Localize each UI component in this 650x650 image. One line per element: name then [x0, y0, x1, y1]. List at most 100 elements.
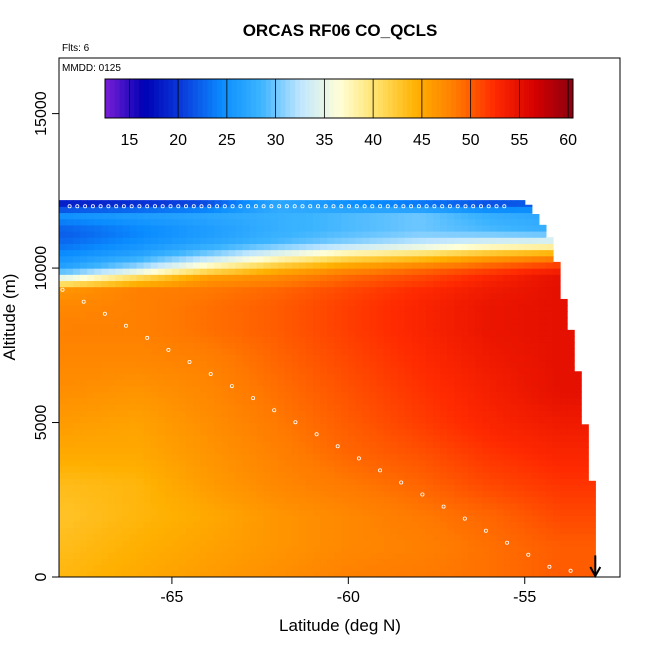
heatmap-cell: [291, 496, 300, 504]
heatmap-cell: [277, 552, 286, 560]
heatmap-cell: [101, 515, 109, 522]
heatmap-cell: [362, 478, 371, 485]
heatmap-cell: [454, 515, 462, 522]
heatmap-cell: [454, 570, 462, 577]
heatmap-cell: [503, 305, 512, 312]
colorbar-tick-label: 20: [169, 132, 187, 149]
heatmap-cell: [94, 515, 102, 522]
heatmap-cell: [80, 224, 88, 232]
heatmap-cell: [200, 311, 208, 319]
heatmap-cell: [545, 453, 554, 461]
heatmap-cell: [574, 465, 582, 473]
heatmap-cell: [87, 416, 95, 424]
heatmap-cell: [80, 348, 88, 356]
heatmap-cell: [305, 558, 314, 566]
heatmap-cell: [249, 311, 258, 319]
heatmap-cell: [277, 515, 286, 522]
heatmap-cell: [270, 441, 279, 448]
heatmap-cell: [73, 441, 81, 448]
heatmap-cell: [313, 490, 321, 498]
heatmap-cell: [200, 564, 208, 572]
heatmap-cell: [108, 311, 117, 319]
chart-title: ORCAS RF06 CO_QCLS: [243, 21, 438, 40]
heatmap-cell: [447, 280, 455, 288]
heatmap-cell: [489, 379, 498, 387]
heatmap-cell: [164, 465, 173, 473]
heatmap-cell: [404, 379, 413, 387]
heatmap-cell: [228, 379, 237, 387]
colorbar-swatch: [548, 79, 555, 118]
heatmap-cell: [171, 231, 180, 238]
heatmap-cell: [545, 533, 554, 541]
heatmap-cell: [249, 422, 258, 430]
heatmap-cell: [200, 447, 208, 455]
heatmap-cell: [186, 385, 194, 393]
heatmap-cell: [503, 441, 512, 448]
heatmap-cell: [503, 546, 512, 553]
heatmap-cell: [214, 539, 222, 547]
heatmap-cell: [418, 496, 427, 504]
heatmap-cell: [263, 422, 272, 430]
heatmap-cell: [418, 231, 427, 238]
heatmap-cell: [164, 459, 173, 467]
heatmap-cell: [461, 206, 469, 214]
heatmap-cell: [263, 397, 272, 405]
heatmap-cell: [291, 342, 300, 349]
sample-point: [354, 204, 359, 209]
heatmap-cell: [454, 354, 462, 362]
heatmap-cell: [475, 471, 483, 479]
heatmap-cell: [348, 447, 356, 455]
heatmap-cell: [404, 428, 413, 436]
colorbar-swatch: [265, 79, 272, 118]
heatmap-cell: [256, 354, 265, 362]
heatmap-cell: [320, 317, 328, 325]
heatmap-cell: [284, 280, 293, 288]
heatmap-cell: [362, 255, 371, 263]
heatmap-cell: [129, 385, 138, 393]
heatmap-cell: [433, 397, 441, 405]
heatmap-cell: [510, 311, 519, 319]
heatmap-cell: [256, 243, 265, 251]
heatmap-cell: [164, 410, 173, 417]
sample-point: [292, 204, 297, 209]
heatmap-cell: [376, 212, 385, 220]
heatmap-cell: [503, 224, 512, 232]
heatmap-cell: [186, 317, 194, 325]
heatmap-cell: [80, 416, 88, 424]
heatmap-cell: [115, 224, 124, 232]
heatmap-cell: [468, 527, 476, 535]
heatmap-cell: [108, 404, 117, 411]
heatmap-cell: [461, 237, 469, 244]
heatmap-cell: [383, 360, 392, 368]
heatmap-cell: [108, 502, 117, 510]
heatmap-cell: [574, 410, 582, 417]
colorbar-swatch: [309, 79, 316, 118]
sample-point: [478, 204, 483, 209]
heatmap-cell: [200, 218, 208, 226]
heatmap-cell: [186, 484, 194, 492]
heatmap-cell: [87, 274, 95, 282]
heatmap-cell: [136, 434, 145, 442]
heatmap-cell: [313, 391, 321, 399]
heatmap-cell: [334, 385, 342, 393]
heatmap-cell: [461, 243, 469, 251]
heatmap-cell: [186, 311, 194, 319]
heatmap-cell: [531, 385, 540, 393]
heatmap-cell: [200, 434, 208, 442]
heatmap-cell: [256, 416, 265, 424]
colorbar-swatch: [251, 79, 257, 118]
heatmap-cell: [454, 447, 462, 455]
heatmap-cell: [404, 484, 413, 492]
heatmap-cell: [567, 348, 575, 356]
colorbar-swatch: [119, 79, 126, 118]
heatmap-cell: [390, 274, 399, 282]
colorbar-swatch: [456, 79, 462, 118]
heatmap-cell: [122, 373, 131, 380]
heatmap-cell: [221, 286, 229, 294]
heatmap-cell: [390, 243, 399, 251]
heatmap-cell: [376, 274, 385, 282]
heatmap-cell: [108, 206, 117, 214]
heatmap-cell: [221, 255, 229, 263]
heatmap-cell: [305, 484, 314, 492]
heatmap-cell: [313, 261, 321, 269]
